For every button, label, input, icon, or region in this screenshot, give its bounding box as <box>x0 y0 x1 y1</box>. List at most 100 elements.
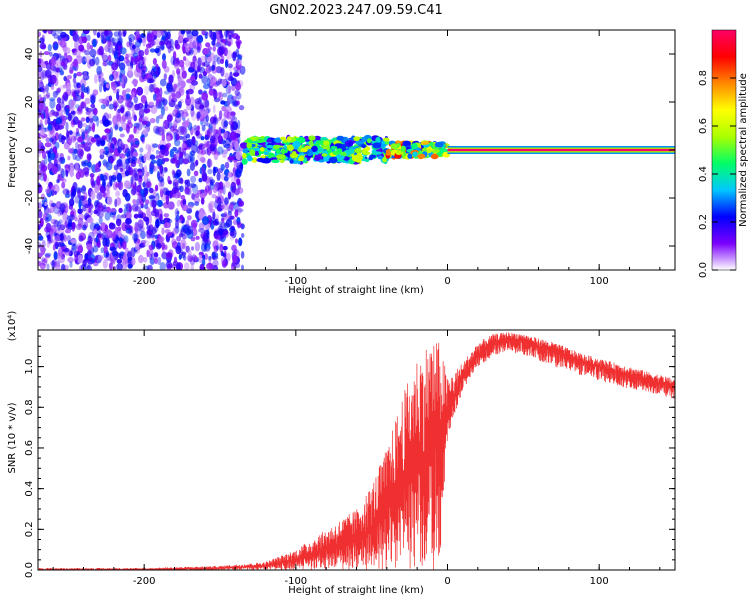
heatmap-cell <box>125 100 132 108</box>
heatmap-cell <box>206 122 211 127</box>
heatmap-cell <box>400 145 406 153</box>
y-tick-label: 0.0 <box>24 562 35 578</box>
heatmap-cell <box>218 46 225 55</box>
heatmap-cell <box>325 144 330 151</box>
heatmap-cell <box>108 262 113 270</box>
heatmap-cell <box>107 142 113 150</box>
heatmap-cell <box>169 149 174 158</box>
heatmap-cell <box>38 81 42 88</box>
heatmap-cell <box>122 240 127 250</box>
heatmap-cell <box>154 239 160 247</box>
heatmap-cell <box>76 243 83 252</box>
heatmap-cell <box>70 239 77 244</box>
heatmap-cell <box>234 89 240 97</box>
heatmap-cell <box>163 148 169 157</box>
heatmap-cell <box>75 162 79 173</box>
heatmap-cell <box>52 184 60 194</box>
heatmap-cell <box>126 53 133 58</box>
heatmap-cell <box>114 198 118 208</box>
heatmap-cell <box>69 69 74 74</box>
heatmap-cell <box>157 66 161 76</box>
heatmap-cell <box>38 70 42 78</box>
heatmap-cell <box>67 113 72 122</box>
heatmap-cell <box>152 165 158 172</box>
heatmap-cell <box>219 33 224 43</box>
heatmap-cell <box>228 203 234 210</box>
heatmap-cell <box>233 66 240 72</box>
heatmap-cell <box>173 63 180 69</box>
heatmap-cell <box>134 172 139 181</box>
heatmap-cell <box>219 58 225 64</box>
heatmap-cell <box>107 54 112 63</box>
heatmap-cell <box>112 115 118 125</box>
heatmap-cell <box>185 30 192 35</box>
heatmap-cell <box>208 123 213 131</box>
heatmap-cell <box>72 243 76 253</box>
heatmap-cell <box>320 137 328 141</box>
heatmap-cell <box>222 230 229 236</box>
heatmap-cell <box>372 142 382 149</box>
heatmap-cell <box>166 31 171 40</box>
heatmap-cell <box>91 180 95 188</box>
heatmap-cell <box>73 135 77 141</box>
heatmap-cell <box>314 156 321 161</box>
heatmap-cell <box>355 140 363 145</box>
heatmap-cell <box>52 90 58 99</box>
heatmap-cell <box>230 123 235 132</box>
heatmap-cell <box>115 252 121 257</box>
heatmap-cell <box>110 81 117 91</box>
heatmap-cell <box>81 55 85 63</box>
heatmap-cell <box>361 136 368 143</box>
heatmap-cell <box>68 138 72 146</box>
heatmap-cell <box>115 71 122 78</box>
heatmap-cell <box>176 210 180 215</box>
heatmap-cell <box>47 44 52 52</box>
heatmap-cell <box>43 257 48 264</box>
heatmap-cell <box>77 148 84 157</box>
heatmap-cell <box>175 169 182 178</box>
heatmap-cell <box>214 148 218 155</box>
heatmap-cell <box>43 30 48 35</box>
heatmap-cell <box>87 197 92 207</box>
heatmap-cell <box>216 151 221 156</box>
heatmap-cell <box>87 161 92 168</box>
heatmap-cell <box>134 221 139 227</box>
heatmap-cell <box>190 47 194 54</box>
heatmap-cell <box>180 251 187 256</box>
heatmap-cell <box>138 254 144 264</box>
heatmap-cell <box>39 37 45 44</box>
heatmap-cell <box>216 172 221 181</box>
heatmap-cell <box>62 212 68 222</box>
heatmap-cell <box>49 65 57 72</box>
heatmap-cell <box>197 189 203 195</box>
heatmap-cell <box>194 192 200 199</box>
heatmap-cell <box>116 36 120 45</box>
heatmap-cell <box>136 198 140 206</box>
heatmap-cell <box>239 142 248 149</box>
heatmap-cell <box>89 44 94 50</box>
heatmap-cell <box>240 251 245 259</box>
heatmap-cell <box>170 97 178 103</box>
heatmap-cell <box>102 52 108 61</box>
heatmap-cell <box>176 262 181 270</box>
heatmap-cell <box>76 108 83 115</box>
heatmap-cell <box>209 208 215 213</box>
heatmap-cell <box>116 262 123 270</box>
heatmap-cell <box>259 147 265 152</box>
heatmap-cell <box>229 131 237 141</box>
heatmap-cell <box>337 155 345 160</box>
heatmap-cell <box>205 42 211 48</box>
heatmap-cell <box>56 97 62 104</box>
heatmap-cell <box>173 122 178 127</box>
heatmap-cell <box>177 76 183 84</box>
heatmap-cell <box>189 156 194 162</box>
heatmap-cell <box>124 211 132 221</box>
heatmap-cell <box>200 102 204 110</box>
heatmap-cell <box>146 78 154 84</box>
heatmap-cell <box>96 230 102 237</box>
heatmap-cell <box>191 246 194 251</box>
heatmap-cell <box>266 144 274 149</box>
heatmap-cell <box>140 240 147 245</box>
spectrogram-x-axis-label: Height of straight line (km) <box>288 285 424 296</box>
heatmap-cell <box>124 254 128 265</box>
